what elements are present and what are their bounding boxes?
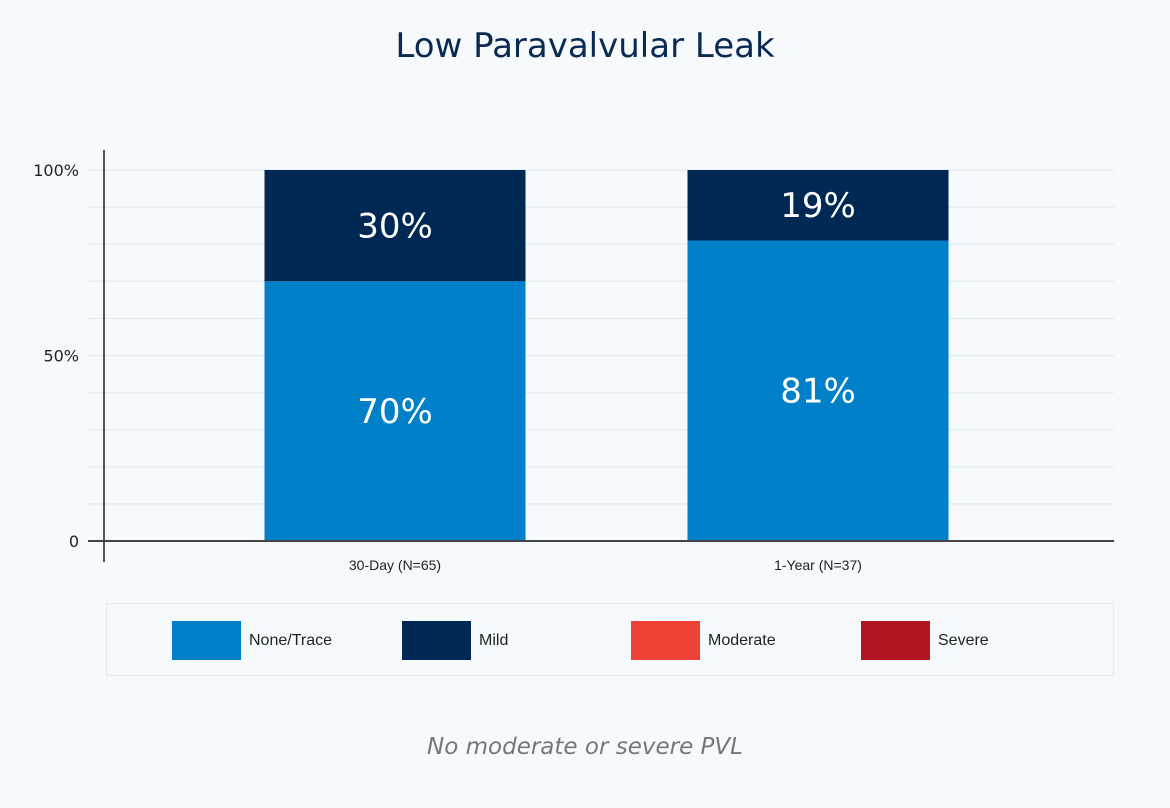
- y-tick-label: 100%: [33, 161, 79, 180]
- data-label: 30%: [357, 207, 433, 247]
- legend-label: Moderate: [708, 631, 776, 649]
- legend: None/Trace Mild Moderate Severe: [106, 603, 1114, 676]
- legend-item: None/Trace: [172, 621, 332, 660]
- annotation: No moderate or severe PVL: [427, 734, 743, 760]
- data-label: 81%: [780, 372, 856, 412]
- data-label: 70%: [357, 392, 433, 432]
- y-tick-label: 0: [69, 532, 79, 551]
- legend-label: None/Trace: [249, 631, 332, 649]
- data-label: 19%: [780, 186, 856, 226]
- chart-title: Low Paravalvular Leak: [395, 26, 775, 66]
- legend-item: Severe: [861, 621, 989, 660]
- legend-label: Severe: [938, 631, 989, 649]
- y-tick-label: 50%: [43, 347, 79, 366]
- legend-swatch: [172, 621, 241, 660]
- bar-segment-none-trace: [264, 281, 526, 541]
- bar-segment-mild: [264, 170, 526, 282]
- bar-segment-none-trace: [687, 240, 949, 542]
- legend-swatch: [861, 621, 930, 660]
- legend-label: Mild: [479, 631, 509, 649]
- legend-swatch: [402, 621, 471, 660]
- bar-segment-mild: [687, 170, 949, 241]
- x-tick-label: 1-Year (N=37): [774, 557, 862, 573]
- x-tick-label: 30-Day (N=65): [349, 557, 441, 573]
- stacked-bar-chart: 70% 30% 30-Day (N=65) 81% 19% 1-Year (N=37) 0 5…: [33, 150, 1114, 573]
- legend-item: Moderate: [631, 621, 776, 660]
- legend-item: Mild: [402, 621, 508, 660]
- legend-swatch: [631, 621, 700, 660]
